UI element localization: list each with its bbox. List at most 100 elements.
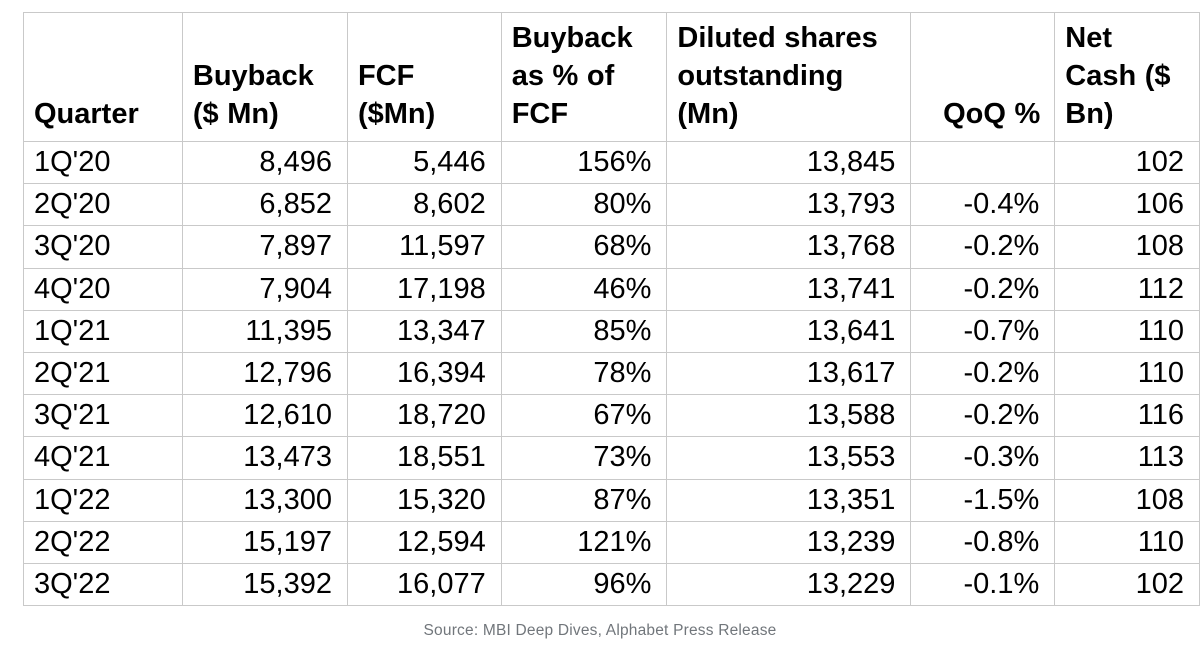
table-cell: -0.2% — [910, 267, 1056, 311]
table-cell: 18,551 — [346, 436, 502, 480]
table-cell: 13,768 — [666, 225, 912, 269]
table-cell: 12,610 — [181, 394, 348, 438]
table-cell: 3Q'21 — [23, 394, 183, 438]
table-cell: 2Q'20 — [23, 183, 183, 227]
table-cell: 13,845 — [666, 140, 912, 185]
buyback-table: Quarter Buyback ($ Mn) FCF ($Mn) Buyback as… — [23, 12, 1200, 607]
table-cell: 96% — [500, 562, 668, 607]
table-cell: 108 — [1054, 478, 1200, 522]
table-cell: 7,904 — [181, 267, 348, 311]
table-row: 3Q'20 7,897 11,597 68% 13,768 -0.2% 108 — [23, 225, 1200, 269]
table-cell: 13,300 — [181, 478, 348, 522]
table-cell: -1.5% — [910, 478, 1056, 522]
table-cell: 67% — [500, 394, 668, 438]
table-cell: 12,796 — [181, 351, 348, 396]
header-cell: Diluted shares outstanding (Mn) — [666, 12, 912, 142]
table-cell: 110 — [1054, 309, 1200, 353]
table-cell: 11,395 — [181, 309, 348, 353]
table-cell: -0.4% — [910, 183, 1056, 227]
table-cell: 8,602 — [346, 183, 502, 227]
table-cell: 102 — [1054, 562, 1200, 607]
table-cell: 102 — [1054, 140, 1200, 185]
table-cell: 113 — [1054, 436, 1200, 480]
table-cell: 18,720 — [346, 394, 502, 438]
table-cell: -0.2% — [910, 225, 1056, 269]
table-cell: -0.2% — [910, 351, 1056, 396]
table-row: 2Q'21 12,796 16,394 78% 13,617 -0.2% 110 — [23, 351, 1200, 396]
table-cell: 12,594 — [346, 520, 502, 564]
table-cell: 13,617 — [666, 351, 912, 396]
table-cell: 8,496 — [181, 140, 348, 185]
table-cell: 3Q'22 — [23, 562, 183, 607]
table-cell: 13,553 — [666, 436, 912, 480]
table-cell: 2Q'21 — [23, 351, 183, 396]
table-cell: 46% — [500, 267, 668, 311]
table-cell: 73% — [500, 436, 668, 480]
header-cell: FCF ($Mn) — [346, 12, 502, 142]
table-cell: -0.1% — [910, 562, 1056, 607]
table-row: 2Q'20 6,852 8,602 80% 13,793 -0.4% 106 — [23, 183, 1200, 227]
table-row: 4Q'21 13,473 18,551 73% 13,553 -0.3% 113 — [23, 436, 1200, 480]
table-row: 3Q'22 15,392 16,077 96% 13,229 -0.1% 102 — [23, 562, 1200, 607]
header-cell: Net Cash ($ Bn) — [1054, 12, 1200, 142]
table-cell: 68% — [500, 225, 668, 269]
table-cell: 17,198 — [346, 267, 502, 311]
table-row: 1Q'20 8,496 5,446 156% 13,845 102 — [23, 140, 1200, 185]
table-cell: 87% — [500, 478, 668, 522]
table-cell: 13,347 — [346, 309, 502, 353]
table-cell: 15,197 — [181, 520, 348, 564]
table-cell: 13,239 — [666, 520, 912, 564]
table-cell: 116 — [1054, 394, 1200, 438]
table-cell: -0.3% — [910, 436, 1056, 480]
table-cell: 4Q'20 — [23, 267, 183, 311]
source-caption: Source: MBI Deep Dives, Alphabet Press R… — [423, 622, 777, 639]
table-row: 4Q'20 7,904 17,198 46% 13,741 -0.2% 112 — [23, 267, 1200, 311]
table-cell: 13,473 — [181, 436, 348, 480]
table-cell: 85% — [500, 309, 668, 353]
table-cell: 15,320 — [346, 478, 502, 522]
header-cell: Buyback ($ Mn) — [181, 12, 348, 142]
table-cell: 11,597 — [346, 225, 502, 269]
table-row: 1Q'22 13,300 15,320 87% 13,351 -1.5% 108 — [23, 478, 1200, 522]
table-cell: -0.7% — [910, 309, 1056, 353]
table-cell — [910, 140, 1056, 185]
table-cell: 1Q'20 — [23, 140, 183, 185]
table-row: 1Q'21 11,395 13,347 85% 13,641 -0.7% 110 — [23, 309, 1200, 353]
table-cell: 13,351 — [666, 478, 912, 522]
table-cell: 110 — [1054, 351, 1200, 396]
table-row: 2Q'22 15,197 12,594 121% 13,239 -0.8% 110 — [23, 520, 1200, 564]
table-header: Quarter Buyback ($ Mn) FCF ($Mn) Buyback as… — [23, 12, 1200, 142]
table-cell: 110 — [1054, 520, 1200, 564]
table-cell: 156% — [500, 140, 668, 185]
table-cell: 78% — [500, 351, 668, 396]
table-cell: 3Q'20 — [23, 225, 183, 269]
header-cell: Quarter — [23, 12, 183, 142]
table-cell: -0.2% — [910, 394, 1056, 438]
table-header-row: Quarter Buyback ($ Mn) FCF ($Mn) Buyback as… — [23, 12, 1200, 142]
table-cell: 13,229 — [666, 562, 912, 607]
table-cell: 121% — [500, 520, 668, 564]
table-cell: 1Q'22 — [23, 478, 183, 522]
table-cell: 13,793 — [666, 183, 912, 227]
table-cell: 7,897 — [181, 225, 348, 269]
table-cell: 112 — [1054, 267, 1200, 311]
header-cell: Buyback as % of FCF — [500, 12, 668, 142]
table-body: 1Q'20 8,496 5,446 156% 13,845 102 2Q'20 6,852 8,… — [23, 140, 1200, 607]
header-cell: QoQ % — [910, 12, 1056, 142]
table-cell: 13,588 — [666, 394, 912, 438]
table-cell: 13,741 — [666, 267, 912, 311]
table-cell: 80% — [500, 183, 668, 227]
table-cell: 108 — [1054, 225, 1200, 269]
table-cell: 106 — [1054, 183, 1200, 227]
table-cell: 1Q'21 — [23, 309, 183, 353]
table-cell: 2Q'22 — [23, 520, 183, 564]
table-cell: 6,852 — [181, 183, 348, 227]
table-row: 3Q'21 12,610 18,720 67% 13,588 -0.2% 116 — [23, 394, 1200, 438]
table-cell: -0.8% — [910, 520, 1056, 564]
table-cell: 16,394 — [346, 351, 502, 396]
table-cell: 15,392 — [181, 562, 348, 607]
table-cell: 16,077 — [346, 562, 502, 607]
table-cell: 13,641 — [666, 309, 912, 353]
table-cell: 5,446 — [346, 140, 502, 185]
